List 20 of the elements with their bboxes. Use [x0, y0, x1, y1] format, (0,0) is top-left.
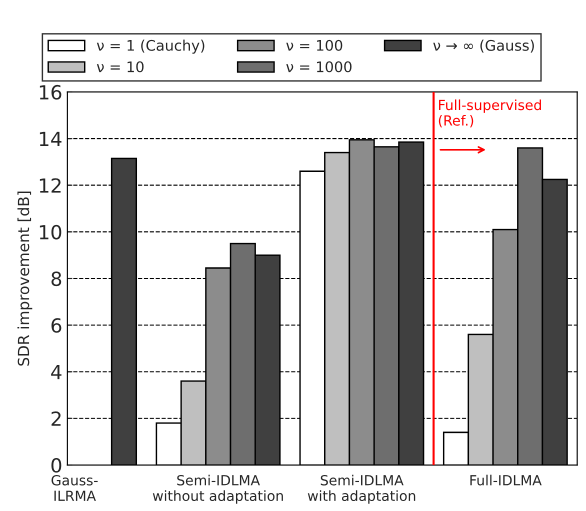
legend-label: ν = 1000 [286, 61, 352, 72]
x-tick-label: Semi-IDLMA with adaptation [308, 474, 416, 504]
y-tick-label: 8 [51, 271, 62, 286]
ref-line-label: Full-supervised (Ref.) [438, 99, 541, 128]
y-tick-label: 14 [40, 132, 62, 146]
y-tick-label: 2 [52, 411, 61, 426]
legend-label: ν = 100 [286, 40, 342, 51]
y-tick-label: 10 [40, 224, 62, 240]
y-tick-label: 4 [51, 364, 62, 380]
y-axis-title: SDR improvement [dB] [17, 192, 32, 366]
y-tick-label: 16 [40, 84, 62, 100]
y-tick-label: 6 [52, 318, 62, 333]
legend-label: ν = 10 [96, 61, 144, 72]
x-tick-label: Semi-IDLMA without adaptation [152, 474, 283, 504]
x-tick-label: Gauss- ILRMA [52, 474, 98, 501]
legend-label: ν → ∞ (Gauss) [433, 40, 534, 53]
x-tick-label: Full-IDLMA [470, 474, 542, 486]
y-tick-label: 0 [51, 458, 62, 473]
legend-label: ν = 1 (Cauchy) [96, 40, 204, 54]
y-tick-label: 12 [40, 178, 61, 193]
